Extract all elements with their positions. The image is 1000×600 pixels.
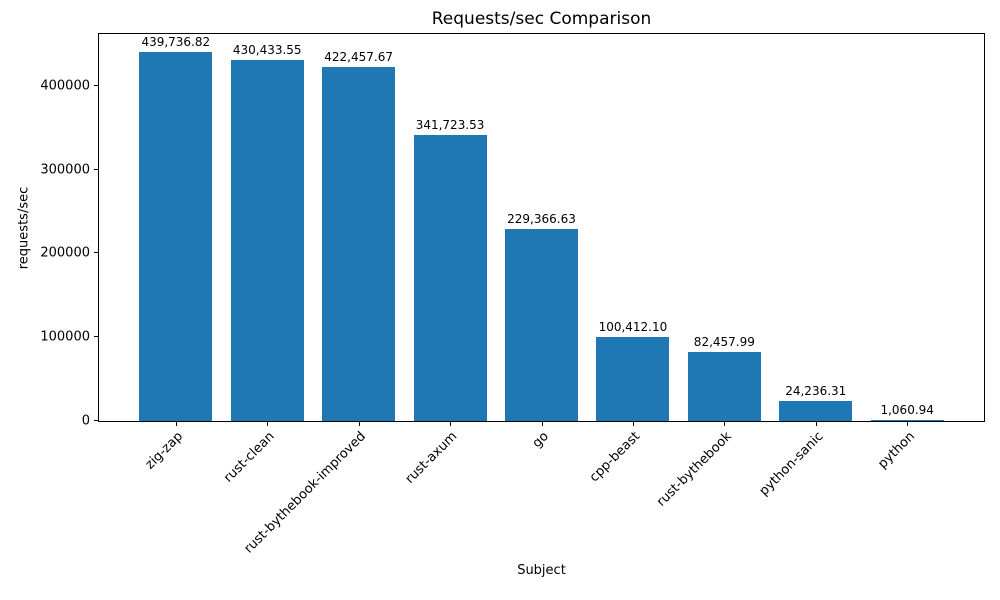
x-tick-label-go: go [530,429,553,452]
bar-value-label: 24,236.31 [785,383,847,398]
y-tick-label: 200000 [40,245,90,261]
bar-go [504,228,579,421]
y-axis-label: requests/sec [16,186,32,270]
x-axis-label: Subject [517,563,566,578]
y-tick-mark [94,252,99,254]
x-tick-label-zig-zap: zig-zap [142,429,187,473]
bar-value-label: 341,723.53 [415,117,485,132]
y-tick-mark [94,420,99,421]
y-tick-mark [94,336,99,338]
x-tick-label-rust-clean: rust-clean [221,429,278,486]
bar-zig-zap [139,52,213,421]
x-tick-label-cpp-beast: cpp-beast [587,429,644,486]
y-tick-mark [94,168,99,170]
x-tick-label-python: python [875,429,918,472]
x-tick-mark [724,421,726,426]
x-tick-mark [541,421,543,426]
x-tick-mark [450,421,452,426]
bar-value-label: 430,433.55 [232,43,302,58]
bar-rust-clean [230,60,304,421]
y-tick-label: 400000 [40,78,90,94]
bar-value-label: 422,457.67 [324,49,393,64]
x-tick-mark [175,421,177,426]
x-tick-label-rust-axum: rust-axum [402,429,461,487]
bar-value-label: 100,412.10 [598,319,668,334]
bar-rust-axum [413,134,487,421]
bar-value-label: 439,736.82 [141,35,211,50]
bar-python [870,420,944,421]
bar-cpp-beast [596,336,670,421]
x-tick-label-python-sanic: python-sanic [756,429,827,499]
x-tick-mark [267,421,269,426]
chart-title: Requests/sec Comparison [431,9,652,29]
y-tick-label: 300000 [40,162,90,178]
y-tick-mark [94,84,99,86]
x-tick-label-rust-bythebook: rust-bythebook [654,429,735,510]
x-tick-mark [815,421,817,426]
bar-rust-bythebook [687,351,761,421]
bar-python-sanic [779,400,853,421]
x-tick-mark [907,421,909,426]
bar-rust-bythebook-improved [322,66,396,421]
y-tick-label: 0 [81,413,90,429]
y-tick-label: 100000 [40,329,90,345]
x-tick-mark [632,421,634,426]
plot-area: 0 100000 200000 300000 400000 439,736.82 zig-z… [40,33,985,556]
x-tick-mark [358,421,360,426]
bar-value-label: 1,060.94 [880,403,934,418]
bar-value-label: 82,457.99 [693,334,755,349]
bar-value-label: 229,366.63 [507,211,576,226]
